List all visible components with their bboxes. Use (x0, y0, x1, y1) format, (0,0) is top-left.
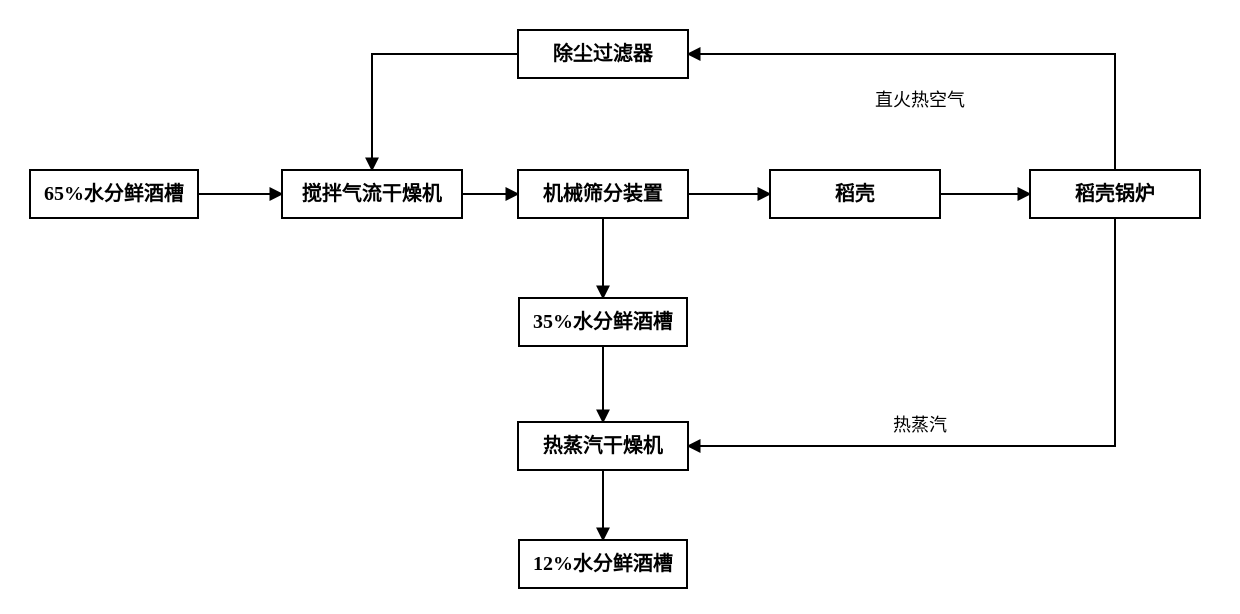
flow-node-dryer1: 搅拌气流干燥机 (282, 170, 462, 218)
flow-edge-e8 (688, 54, 1115, 170)
node-label: 机械筛分装置 (543, 181, 663, 205)
edge-label: 热蒸汽 (893, 415, 947, 435)
flow-node-filter: 除尘过滤器 (518, 30, 688, 78)
flow-node-mid35: 35%水分鲜酒槽 (519, 298, 687, 346)
flow-edge-e10 (688, 218, 1115, 446)
flow-node-input65: 65%水分鲜酒槽 (30, 170, 198, 218)
node-label: 稻壳锅炉 (1075, 181, 1155, 205)
node-label: 12%水分鲜酒槽 (533, 551, 673, 575)
flow-edge-e9 (372, 54, 518, 170)
node-label: 搅拌气流干燥机 (302, 181, 442, 205)
node-label: 热蒸汽干燥机 (543, 433, 663, 457)
flow-node-boiler: 稻壳锅炉 (1030, 170, 1200, 218)
flow-node-dryer2: 热蒸汽干燥机 (518, 422, 688, 470)
node-label: 35%水分鲜酒槽 (533, 309, 673, 333)
flow-node-husk: 稻壳 (770, 170, 940, 218)
node-label: 稻壳 (835, 181, 875, 205)
node-label: 65%水分鲜酒槽 (44, 181, 184, 205)
node-label: 除尘过滤器 (553, 41, 654, 65)
flow-node-out12: 12%水分鲜酒槽 (519, 540, 687, 588)
edge-label: 直火热空气 (875, 90, 965, 110)
flow-node-sieve: 机械筛分装置 (518, 170, 688, 218)
